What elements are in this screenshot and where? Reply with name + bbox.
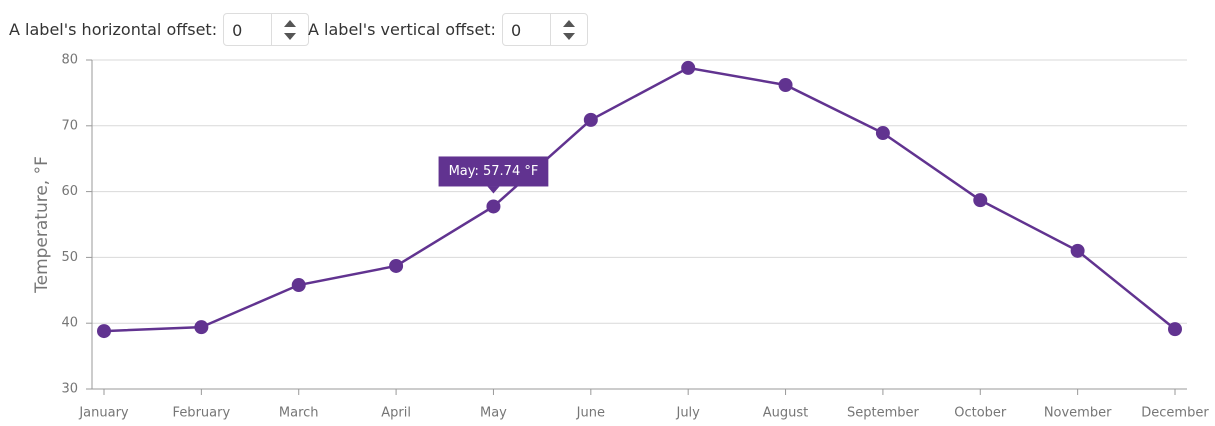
- x-tick-label: June: [576, 406, 605, 421]
- y-tick-label: 30: [61, 382, 78, 397]
- x-tick-label: August: [763, 406, 809, 421]
- x-tick-label: February: [173, 406, 231, 421]
- point: [1168, 322, 1182, 337]
- number-box[interactable]: 0: [223, 13, 310, 46]
- point: [875, 126, 890, 141]
- x-tick-label: April: [381, 406, 411, 421]
- number-value: 0: [510, 21, 522, 40]
- y-tick-label: 40: [61, 316, 78, 331]
- vertical-offset-control: A label's vertical offset: 0: [308, 12, 588, 47]
- x-tick-label: May: [480, 406, 507, 421]
- y-tick-label: 50: [61, 250, 78, 265]
- x-tick-label: July: [675, 406, 700, 421]
- x-tick-label: September: [847, 406, 920, 421]
- tooltip-box: [438, 156, 549, 187]
- point: [583, 112, 598, 127]
- spin-buttons: [549, 14, 587, 45]
- number-box[interactable]: 0: [501, 13, 588, 46]
- spin-down[interactable]: [562, 33, 575, 40]
- x-tick-label: November: [1044, 406, 1112, 421]
- tooltip-arrow: [487, 186, 500, 194]
- spin-up[interactable]: [284, 20, 297, 27]
- point: [1070, 243, 1085, 258]
- line: [103, 66, 1176, 333]
- point: [778, 78, 793, 93]
- y-axis-title: Temperature, °F: [32, 156, 52, 294]
- point: [389, 258, 404, 273]
- point: [194, 320, 209, 335]
- spin-up[interactable]: [562, 20, 575, 27]
- tooltip: May: 57.74 °F: [438, 156, 549, 194]
- x-tick-label: December: [1141, 406, 1209, 421]
- spin-buttons: [271, 14, 308, 45]
- point: [486, 199, 501, 214]
- y-tick-label: 80: [61, 53, 78, 68]
- point: [291, 278, 306, 293]
- x-tick-label: October: [954, 406, 1007, 421]
- spin-down[interactable]: [284, 33, 297, 40]
- y-tick-label: 60: [61, 184, 78, 199]
- control-label: A label's horizontal offset:: [9, 20, 218, 39]
- point: [97, 324, 111, 339]
- x-tick-label: March: [279, 406, 319, 421]
- number-value: 0: [232, 21, 243, 40]
- tooltip-text: May: 57.74 °F: [449, 164, 539, 179]
- point: [973, 193, 988, 208]
- horizontal-offset-control: A label's horizontal offset: 0: [9, 12, 310, 47]
- y-tick-label: 70: [61, 118, 78, 133]
- point: [681, 60, 696, 75]
- x-tick-label: January: [78, 406, 129, 421]
- control-label: A label's vertical offset:: [308, 20, 496, 39]
